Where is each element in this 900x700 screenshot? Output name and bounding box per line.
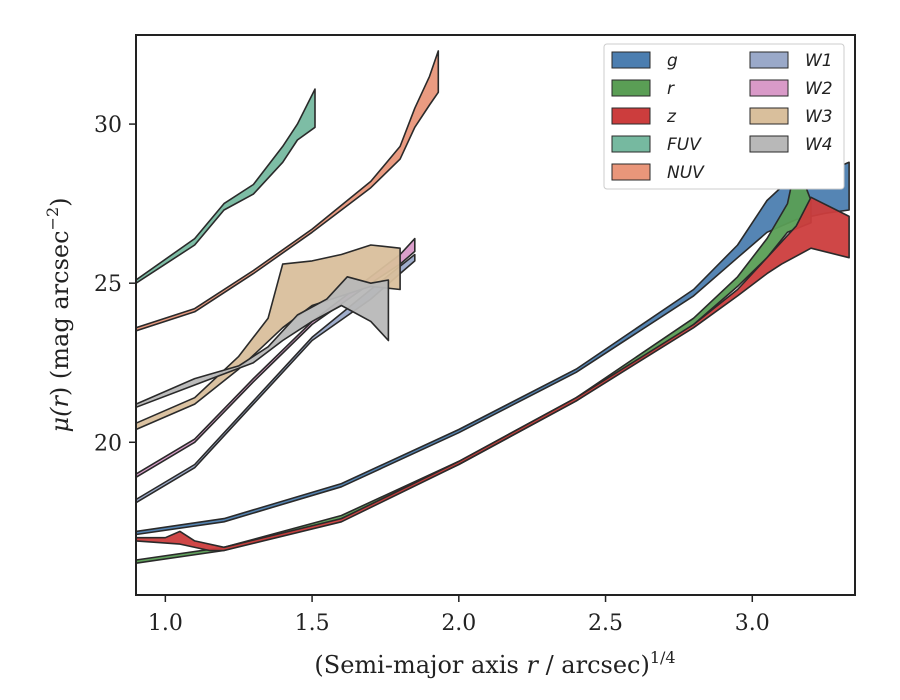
legend-label-w4: W4: [805, 135, 833, 155]
legend-swatch-w4: [749, 135, 789, 153]
band-nuv: [136, 50, 440, 332]
legend-label-fuv: FUV: [667, 135, 702, 155]
y-axis-title: μ(r) (mag arcsec−2): [43, 197, 74, 432]
y-tick-label: 30: [94, 113, 122, 138]
legend-label-r: r: [667, 79, 675, 99]
band-w4: [136, 275, 390, 409]
y-tick-label: 25: [94, 272, 122, 297]
plot-frame: [135, 34, 856, 596]
legend-label-nuv: NUV: [667, 163, 705, 183]
legend-swatch-g: [611, 51, 651, 69]
band-g: [136, 161, 850, 536]
legend-label-w3: W3: [805, 107, 833, 127]
legend-label-w1: W1: [805, 51, 833, 71]
y-tick-label: 20: [94, 431, 122, 456]
band-fuv: [136, 88, 316, 285]
x-tick-label: 3.0: [735, 611, 770, 636]
legend-label-g: g: [667, 51, 678, 71]
band-w1: [136, 253, 416, 504]
x-tick-label: 1.0: [148, 611, 183, 636]
x-axis-title: (Semi-major axis r / arcsec)1/4: [314, 648, 675, 679]
x-tick-label: 1.5: [295, 611, 330, 636]
legend-swatch-z: [611, 107, 651, 125]
legend-swatch-w1: [749, 51, 789, 69]
profile-bands: [136, 50, 850, 565]
band-z: [136, 196, 850, 552]
x-tick-label: 2.0: [441, 611, 476, 636]
legend-label-w2: W2: [805, 79, 833, 99]
x-axis: 1.0 1.5 2.0 2.5 3.0: [148, 595, 770, 636]
y-axis: 20 25 30: [94, 113, 136, 456]
legend-swatch-w2: [749, 79, 789, 97]
legend-swatch-fuv: [611, 135, 651, 153]
legend-swatch-r: [611, 79, 651, 97]
legend-swatch-w3: [749, 107, 789, 125]
legend-swatch-nuv: [611, 163, 651, 181]
legend: grz FUV NUV W1 W2 W3 W4: [603, 43, 845, 190]
x-tick-label: 2.5: [588, 611, 623, 636]
legend-label-z: z: [666, 107, 677, 127]
